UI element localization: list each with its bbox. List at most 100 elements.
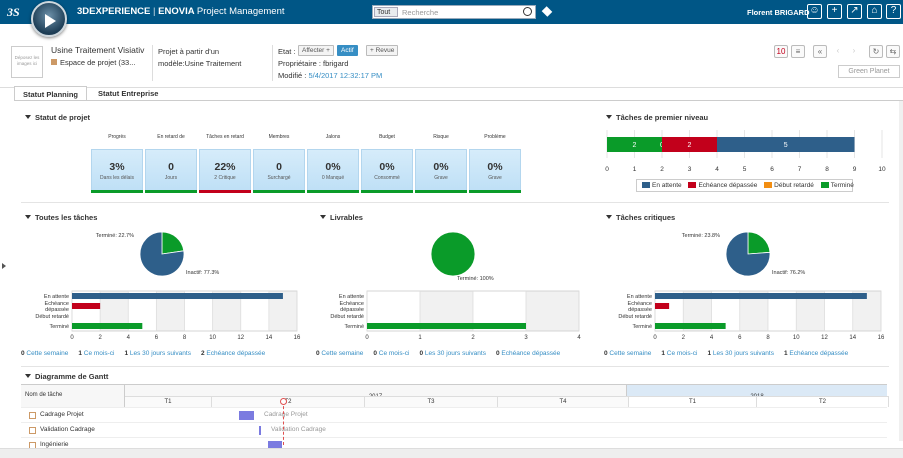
help-icon[interactable]: ?	[886, 4, 901, 19]
vertical-scrollbar[interactable]	[899, 101, 903, 441]
section-deliverables[interactable]: Livrables	[320, 213, 363, 222]
kpi-tile[interactable]: Tâches en retard 22% 2 Critique	[199, 134, 251, 194]
project-space[interactable]: Espace de projet (33...	[51, 58, 135, 67]
section-top-level-tasks[interactable]: Tâches de premier niveau	[606, 113, 708, 122]
stacked-bar-segment[interactable]	[607, 137, 662, 152]
add-icon[interactable]: +	[827, 4, 842, 19]
gantt-row[interactable]: Validation Cadrage Validation Cadrage	[21, 422, 887, 437]
prev-icon[interactable]: ‹	[836, 46, 840, 55]
horizontal-scrollbar[interactable]	[0, 448, 903, 458]
user-name[interactable]: Florent BRIGARD	[747, 8, 810, 17]
kpi-box: 22% 2 Critique	[199, 149, 251, 190]
stacked-bar-segment[interactable]	[662, 137, 717, 152]
tab-divider	[14, 100, 903, 101]
collapse-icon[interactable]: ⇆	[886, 45, 900, 58]
pie-slice[interactable]	[139, 231, 185, 277]
stacked-bar-segment[interactable]	[717, 137, 855, 152]
kpi-tile[interactable]: Budget 0% Consommé	[361, 134, 413, 194]
y-category-label: Début retardé	[618, 314, 652, 320]
stat-link[interactable]: Ce mois-ci	[83, 350, 115, 357]
task-name[interactable]: Cadrage Projet	[40, 411, 84, 418]
section-all-tasks[interactable]: Toutes les tâches	[25, 213, 97, 222]
gantt-row[interactable]: Cadrage Projet Cadrage Projet	[21, 407, 887, 422]
kpi-tile[interactable]: Jalons 0% 0 Manqué	[307, 134, 359, 194]
share-icon[interactable]: ↗	[847, 4, 862, 19]
state-active-button[interactable]: Actif	[337, 45, 358, 56]
stat-link[interactable]: Cette semaine	[26, 350, 69, 357]
section-project-status[interactable]: Statut de projet	[25, 113, 90, 122]
top-bar: 3S 3DEXPERIENCE | ENOVIA Project Managem…	[0, 0, 903, 24]
tab-business-status[interactable]: Statut Entreprise	[98, 89, 159, 98]
bar[interactable]	[655, 303, 670, 309]
bar[interactable]	[72, 303, 101, 309]
gantt-name-header-label: Nom de tâche	[25, 392, 63, 398]
stat-link[interactable]: Echéance dépassée	[789, 350, 849, 357]
owner: Propriétaire : fbrigard	[278, 59, 349, 68]
stat-link[interactable]: Cette semaine	[321, 350, 364, 357]
stat-link[interactable]: Echéance dépassée	[501, 350, 561, 357]
search-scope-select[interactable]: Tout	[374, 7, 398, 17]
profile-icon[interactable]: ☺	[807, 4, 822, 19]
kpi-tile[interactable]: Problème 0% Grave	[469, 134, 521, 194]
pie-slice[interactable]	[430, 231, 476, 277]
stat-link[interactable]: Les 30 jours suivants	[129, 350, 191, 357]
state-assign-button[interactable]: Affecter +	[298, 45, 334, 56]
tab-planning-status[interactable]: Statut Planning	[14, 86, 87, 101]
first-page-icon[interactable]: «	[813, 45, 827, 58]
kpi-tile[interactable]: En retard de 0 Jours	[145, 134, 197, 194]
menu-icon[interactable]: ≡	[791, 45, 805, 58]
search-input[interactable]: Recherche	[402, 8, 439, 17]
modified: Modifié : 5/4/2017 12:32:17 PM	[278, 71, 383, 80]
notification-icon[interactable]: 10	[774, 45, 788, 58]
kpi-status-bar	[361, 190, 413, 193]
bar[interactable]	[655, 293, 867, 299]
gantt-bar[interactable]	[268, 441, 282, 450]
object-header: Déposez les images ici Usine Traitement …	[0, 40, 903, 88]
kpi-value: 3%	[109, 161, 125, 173]
image-drop-zone[interactable]: Déposez les images ici	[11, 46, 43, 78]
pie-slice[interactable]	[161, 231, 185, 255]
kpi-tile[interactable]: Progrès 3% Dans les délais	[91, 134, 143, 194]
kpi-tile[interactable]: Risque 0% Grave	[415, 134, 467, 194]
refresh-icon[interactable]: ↻	[869, 45, 883, 58]
stat-link[interactable]: Les 30 jours suivants	[712, 350, 774, 357]
bar[interactable]	[72, 323, 143, 329]
stat-link[interactable]: Ce mois-ci	[378, 350, 410, 357]
kpi-box: 0 Jours	[145, 149, 197, 190]
y-category-label: Echéance	[340, 301, 364, 307]
next-icon[interactable]: ›	[852, 46, 856, 55]
kpi-sub: Jours	[164, 175, 178, 181]
gantt-bar[interactable]	[259, 426, 261, 435]
kpi-value: 0%	[433, 161, 449, 173]
kpi-label: Risque	[433, 134, 449, 140]
tag-icon[interactable]	[541, 6, 553, 17]
bar[interactable]	[72, 293, 283, 299]
bar[interactable]	[367, 323, 526, 329]
kpi-label: Budget	[379, 134, 395, 140]
stat-link[interactable]: Les 30 jours suivants	[424, 350, 486, 357]
expand-panel-icon[interactable]	[2, 263, 6, 269]
divider	[21, 202, 889, 203]
x-tick-label: 2	[682, 335, 686, 341]
critical-tasks-bar-chart: 0 2 4 6 8 10 12 14 16 En attenteEchéancedépasséeD…	[618, 290, 885, 341]
task-name[interactable]: Validation Cadrage	[40, 426, 95, 433]
home-icon[interactable]: ⌂	[867, 4, 882, 19]
green-planet-button[interactable]: Green Planet	[838, 65, 900, 78]
section-gantt[interactable]: Diagramme de Gantt	[25, 372, 108, 381]
search-bar[interactable]: Tout Recherche	[372, 5, 536, 19]
stat-link[interactable]: Ce mois-ci	[666, 350, 698, 357]
search-icon[interactable]	[523, 7, 532, 16]
gantt-quarter: T4	[498, 396, 629, 407]
kpi-tile[interactable]: Membres 0 Surchargé	[253, 134, 305, 194]
stat-link[interactable]: Cette semaine	[609, 350, 652, 357]
compass-play-button[interactable]	[31, 1, 67, 37]
stat-link[interactable]: Echéance dépassée	[206, 350, 266, 357]
x-tick-label: 9	[853, 166, 857, 173]
bar[interactable]	[655, 323, 726, 329]
pie-slice[interactable]	[725, 231, 771, 277]
gantt-bar[interactable]	[239, 411, 254, 420]
state-review-button[interactable]: + Revue	[366, 45, 399, 56]
task-name[interactable]: Ingénierie	[40, 441, 69, 448]
section-critical-tasks[interactable]: Tâches critiques	[606, 213, 675, 222]
pie-slice[interactable]	[747, 231, 771, 255]
